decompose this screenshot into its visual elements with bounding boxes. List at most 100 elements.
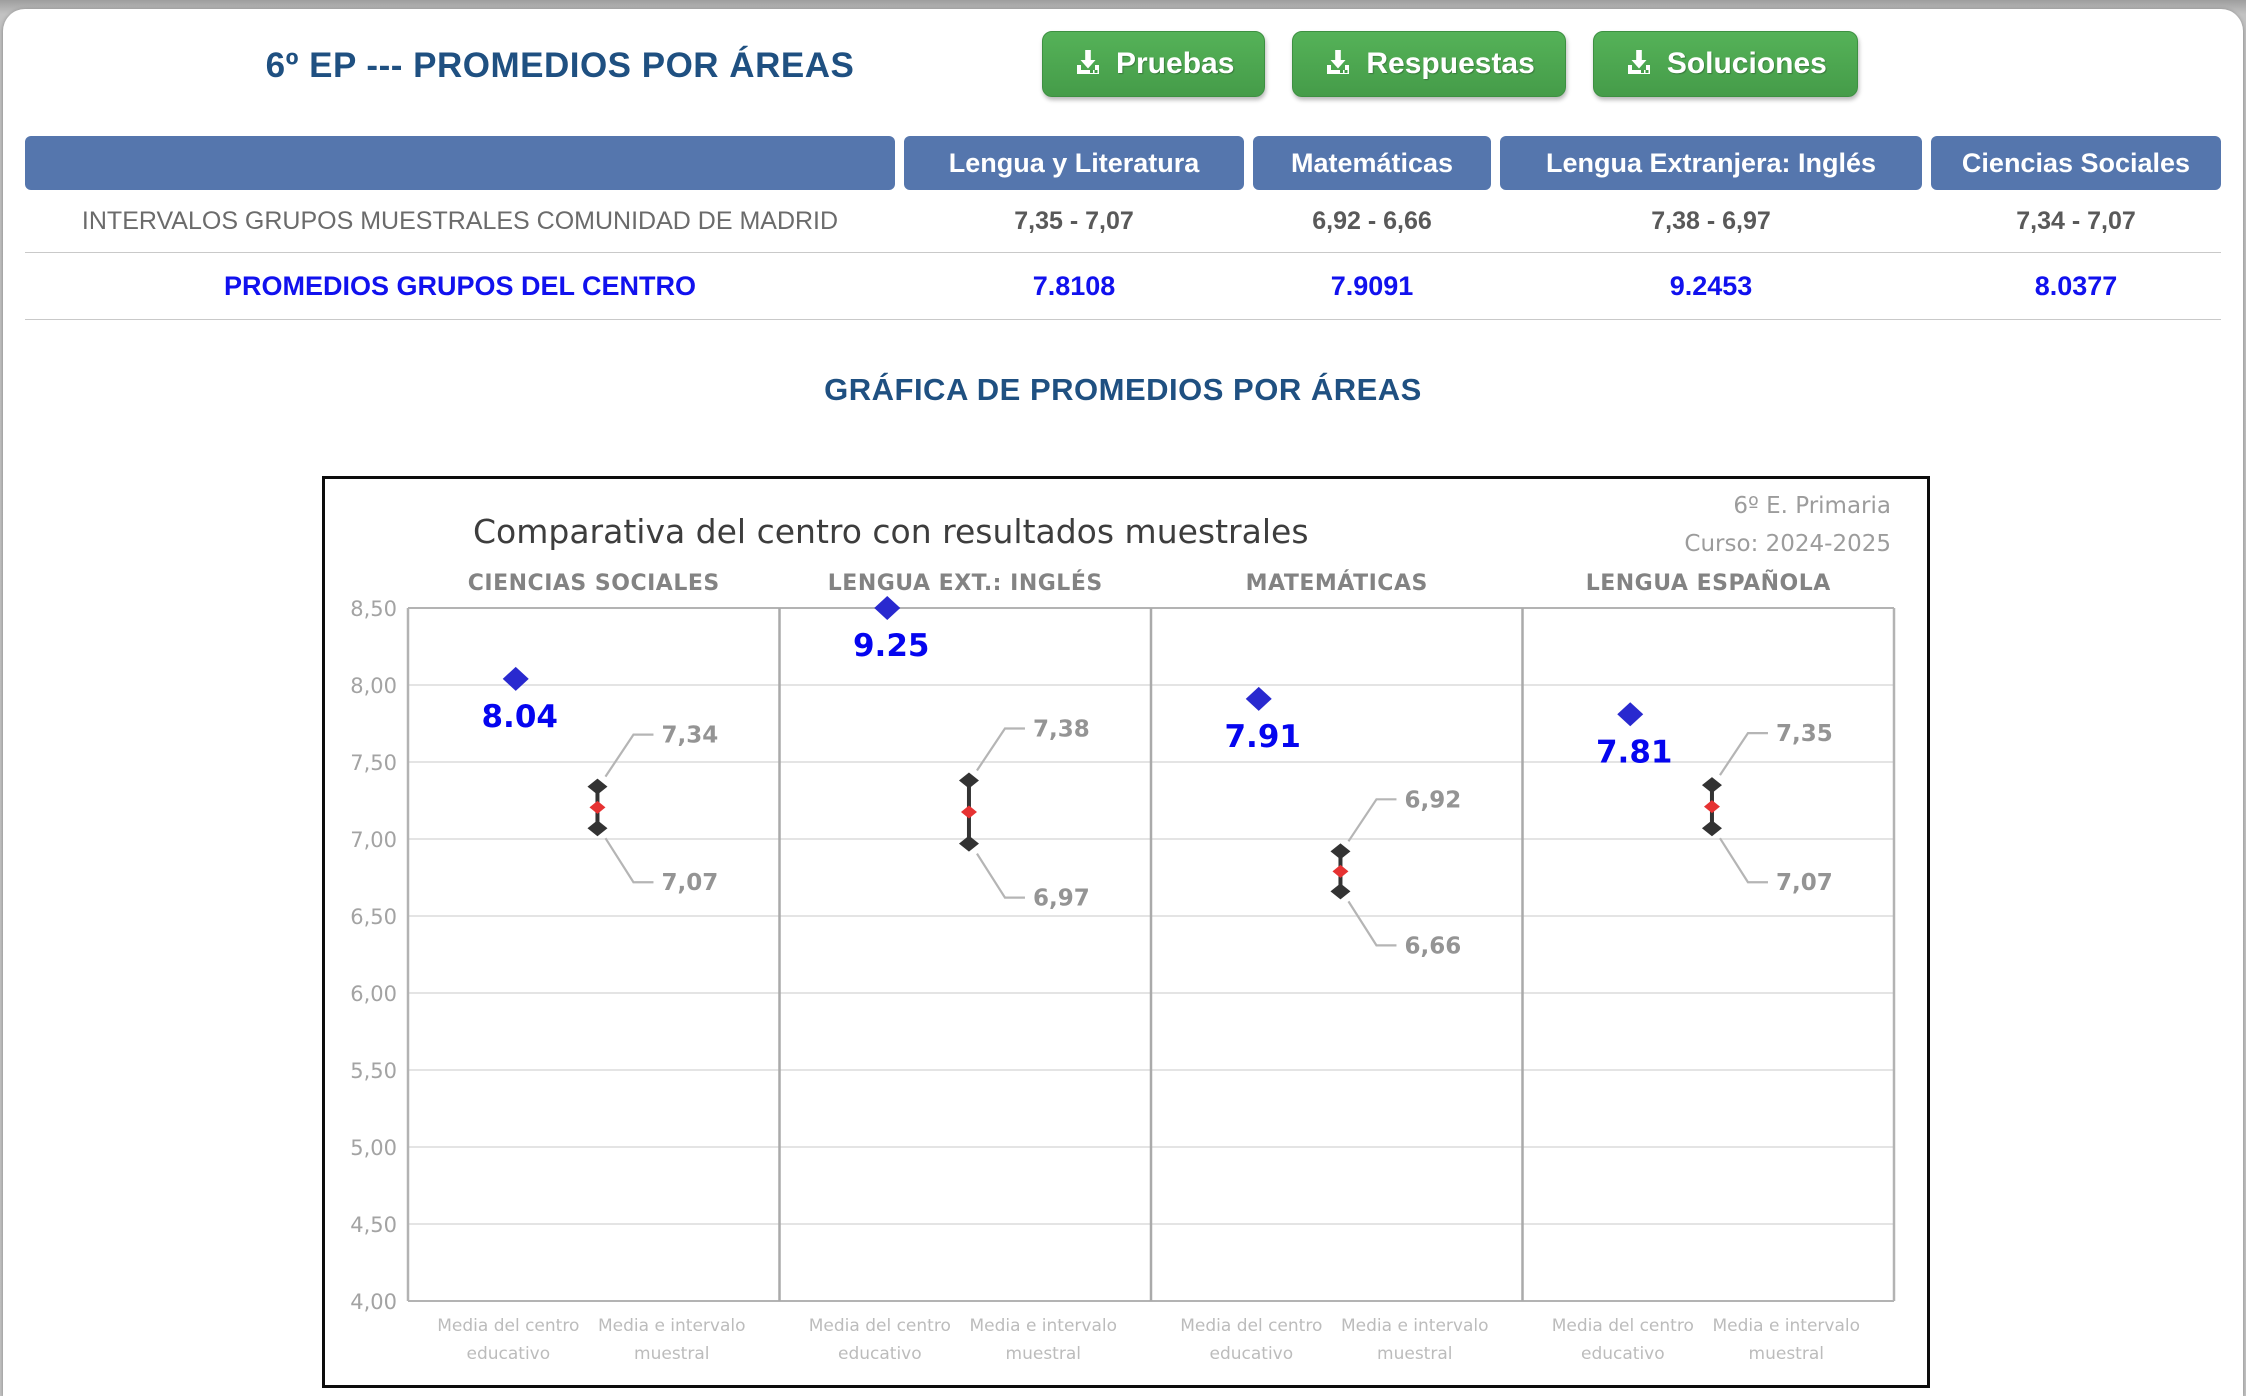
page-title: 6º EP --- PROMEDIOS POR ÁREAS: [265, 46, 855, 85]
interval-max-label: 7,34: [661, 723, 718, 749]
center-mean-label: 7.91: [1224, 719, 1301, 755]
center-mean-label: 7.81: [1596, 734, 1673, 770]
interval-value: 7,34 - 7,07: [2016, 206, 2136, 235]
interval-max-marker: [587, 778, 608, 795]
interval-max-label: 7,38: [1033, 716, 1090, 742]
centro-average-value: 7.8108: [1032, 270, 1116, 301]
callout-line: [1719, 732, 1768, 776]
centro-average-value: 7.9091: [1330, 270, 1414, 301]
comparison-chart: Comparativa del centro con resultados mu…: [322, 476, 1930, 1388]
chart-course-annotation: Curso: 2024-2025: [1684, 531, 1891, 557]
panel-title: LENGUA EXT.: INGLÉS: [828, 570, 1103, 596]
callout-line: [1719, 837, 1768, 884]
interval-max-marker: [1330, 843, 1351, 860]
header-cell-lengua-literatura: Lengua y Literatura: [904, 136, 1244, 190]
table-row-intervalos: INTERVALOS GRUPOS MUESTRALES COMUNIDAD D…: [25, 190, 2221, 252]
header-cell-matematicas: Matemáticas: [1253, 136, 1491, 190]
y-tick-label: 5,00: [350, 1136, 397, 1160]
centro-average-value: 8.0377: [2034, 270, 2118, 301]
interval-max-label: 6,92: [1404, 787, 1461, 813]
interval-value: 7,35 - 7,07: [1014, 206, 1134, 235]
interval-mid-marker: [1332, 864, 1349, 878]
callout-line: [976, 853, 1025, 899]
header-cell-empty: [25, 136, 895, 190]
soluciones-button-label: Soluciones: [1666, 47, 1827, 80]
center-mean-point: [1245, 686, 1272, 711]
y-tick-label: 8,00: [350, 674, 397, 698]
callout-line: [976, 727, 1025, 772]
panel-title: CIENCIAS SOCIALES: [468, 571, 720, 596]
download-button-row: Pruebas Respuestas Soluciones: [1042, 31, 1858, 97]
row-label: INTERVALOS GRUPOS MUESTRALES COMUNIDAD D…: [81, 206, 839, 235]
interval-mid-marker: [589, 800, 606, 814]
panel-title: MATEMÁTICAS: [1246, 570, 1428, 596]
interval-min-marker: [958, 835, 979, 852]
x-category-label: educativo: [1209, 1344, 1293, 1364]
center-mean-point: [874, 596, 901, 620]
callout-line: [604, 837, 654, 884]
pruebas-button-label: Pruebas: [1116, 47, 1235, 80]
interval-min-label: 7,07: [1776, 870, 1833, 896]
y-tick-label: 7,50: [350, 751, 397, 775]
y-tick-label: 6,50: [350, 905, 397, 929]
download-icon: [1323, 48, 1353, 80]
interval-max-marker: [958, 772, 979, 789]
y-tick-label: 4,00: [350, 1290, 397, 1314]
interval-min-marker: [587, 820, 608, 837]
download-icon: [1624, 48, 1654, 80]
interval-value: 6,92 - 6,66: [1312, 206, 1432, 235]
soluciones-download-button[interactable]: Soluciones: [1592, 31, 1858, 97]
interval-max-label: 7,35: [1776, 721, 1833, 747]
y-tick-label: 8,50: [350, 597, 397, 621]
x-category-label: muestral: [634, 1344, 709, 1364]
center-mean-label: 8.04: [481, 699, 557, 735]
pruebas-download-button[interactable]: Pruebas: [1042, 31, 1266, 97]
respuestas-button-label: Respuestas: [1366, 47, 1535, 80]
header-cell-ciencias-sociales: Ciencias Sociales: [1931, 136, 2221, 190]
chart-section-heading: GRÁFICA DE PROMEDIOS POR ÁREAS: [824, 372, 1422, 407]
y-tick-label: 4,50: [350, 1213, 397, 1237]
x-category-label: educativo: [466, 1344, 550, 1364]
x-category-label: Media e intervalo: [1341, 1316, 1489, 1336]
callout-line: [1347, 900, 1397, 947]
callout-line: [1347, 798, 1397, 842]
center-mean-point: [502, 666, 529, 691]
x-category-label: Media del centro: [437, 1316, 579, 1336]
x-category-label: educativo: [838, 1344, 922, 1364]
x-category-label: Media e intervalo: [598, 1316, 746, 1336]
x-category-label: Media e intervalo: [1712, 1316, 1860, 1336]
interval-mid-marker: [1703, 800, 1720, 814]
interval-min-label: 6,97: [1033, 886, 1090, 912]
interval-value: 7,38 - 6,97: [1651, 206, 1771, 235]
x-category-label: Media e intervalo: [969, 1316, 1117, 1336]
interval-min-marker: [1330, 883, 1351, 900]
chart-grade-annotation: 6º E. Primaria: [1733, 493, 1891, 519]
center-mean-label: 9.25: [853, 628, 930, 664]
x-category-label: Media del centro: [809, 1316, 951, 1336]
x-category-label: Media del centro: [1180, 1316, 1322, 1336]
x-category-label: muestral: [1377, 1344, 1452, 1364]
respuestas-download-button[interactable]: Respuestas: [1292, 31, 1566, 97]
x-category-label: educativo: [1581, 1344, 1665, 1364]
averages-table: Lengua y Literatura Matemáticas Lengua E…: [25, 136, 2221, 320]
callout-line: [604, 733, 654, 778]
comparison-chart-svg: Comparativa del centro con resultados mu…: [350, 493, 1896, 1364]
table-row-promedios-centro: PROMEDIOS GRUPOS DEL CENTRO 7.8108 7.909…: [25, 252, 2221, 320]
x-category-label: muestral: [1006, 1344, 1081, 1364]
download-icon: [1073, 48, 1103, 80]
interval-min-marker: [1701, 820, 1722, 837]
interval-max-marker: [1701, 777, 1722, 794]
y-tick-label: 7,00: [350, 828, 397, 852]
y-tick-label: 5,50: [350, 1059, 397, 1083]
interval-min-label: 7,07: [661, 870, 718, 896]
x-category-label: Media del centro: [1552, 1316, 1694, 1336]
center-mean-point: [1617, 702, 1644, 727]
interval-min-label: 6,66: [1404, 933, 1461, 959]
row-label: PROMEDIOS GRUPOS DEL CENTRO: [223, 270, 697, 301]
chart-title: Comparativa del centro con resultados mu…: [473, 512, 1309, 551]
x-category-label: muestral: [1749, 1344, 1824, 1364]
header-cell-lengua-extranjera: Lengua Extranjera: Inglés: [1500, 136, 1922, 190]
centro-average-value: 9.2453: [1669, 270, 1753, 301]
panel-title: LENGUA ESPAÑOLA: [1586, 570, 1831, 596]
y-tick-label: 6,00: [350, 982, 397, 1006]
